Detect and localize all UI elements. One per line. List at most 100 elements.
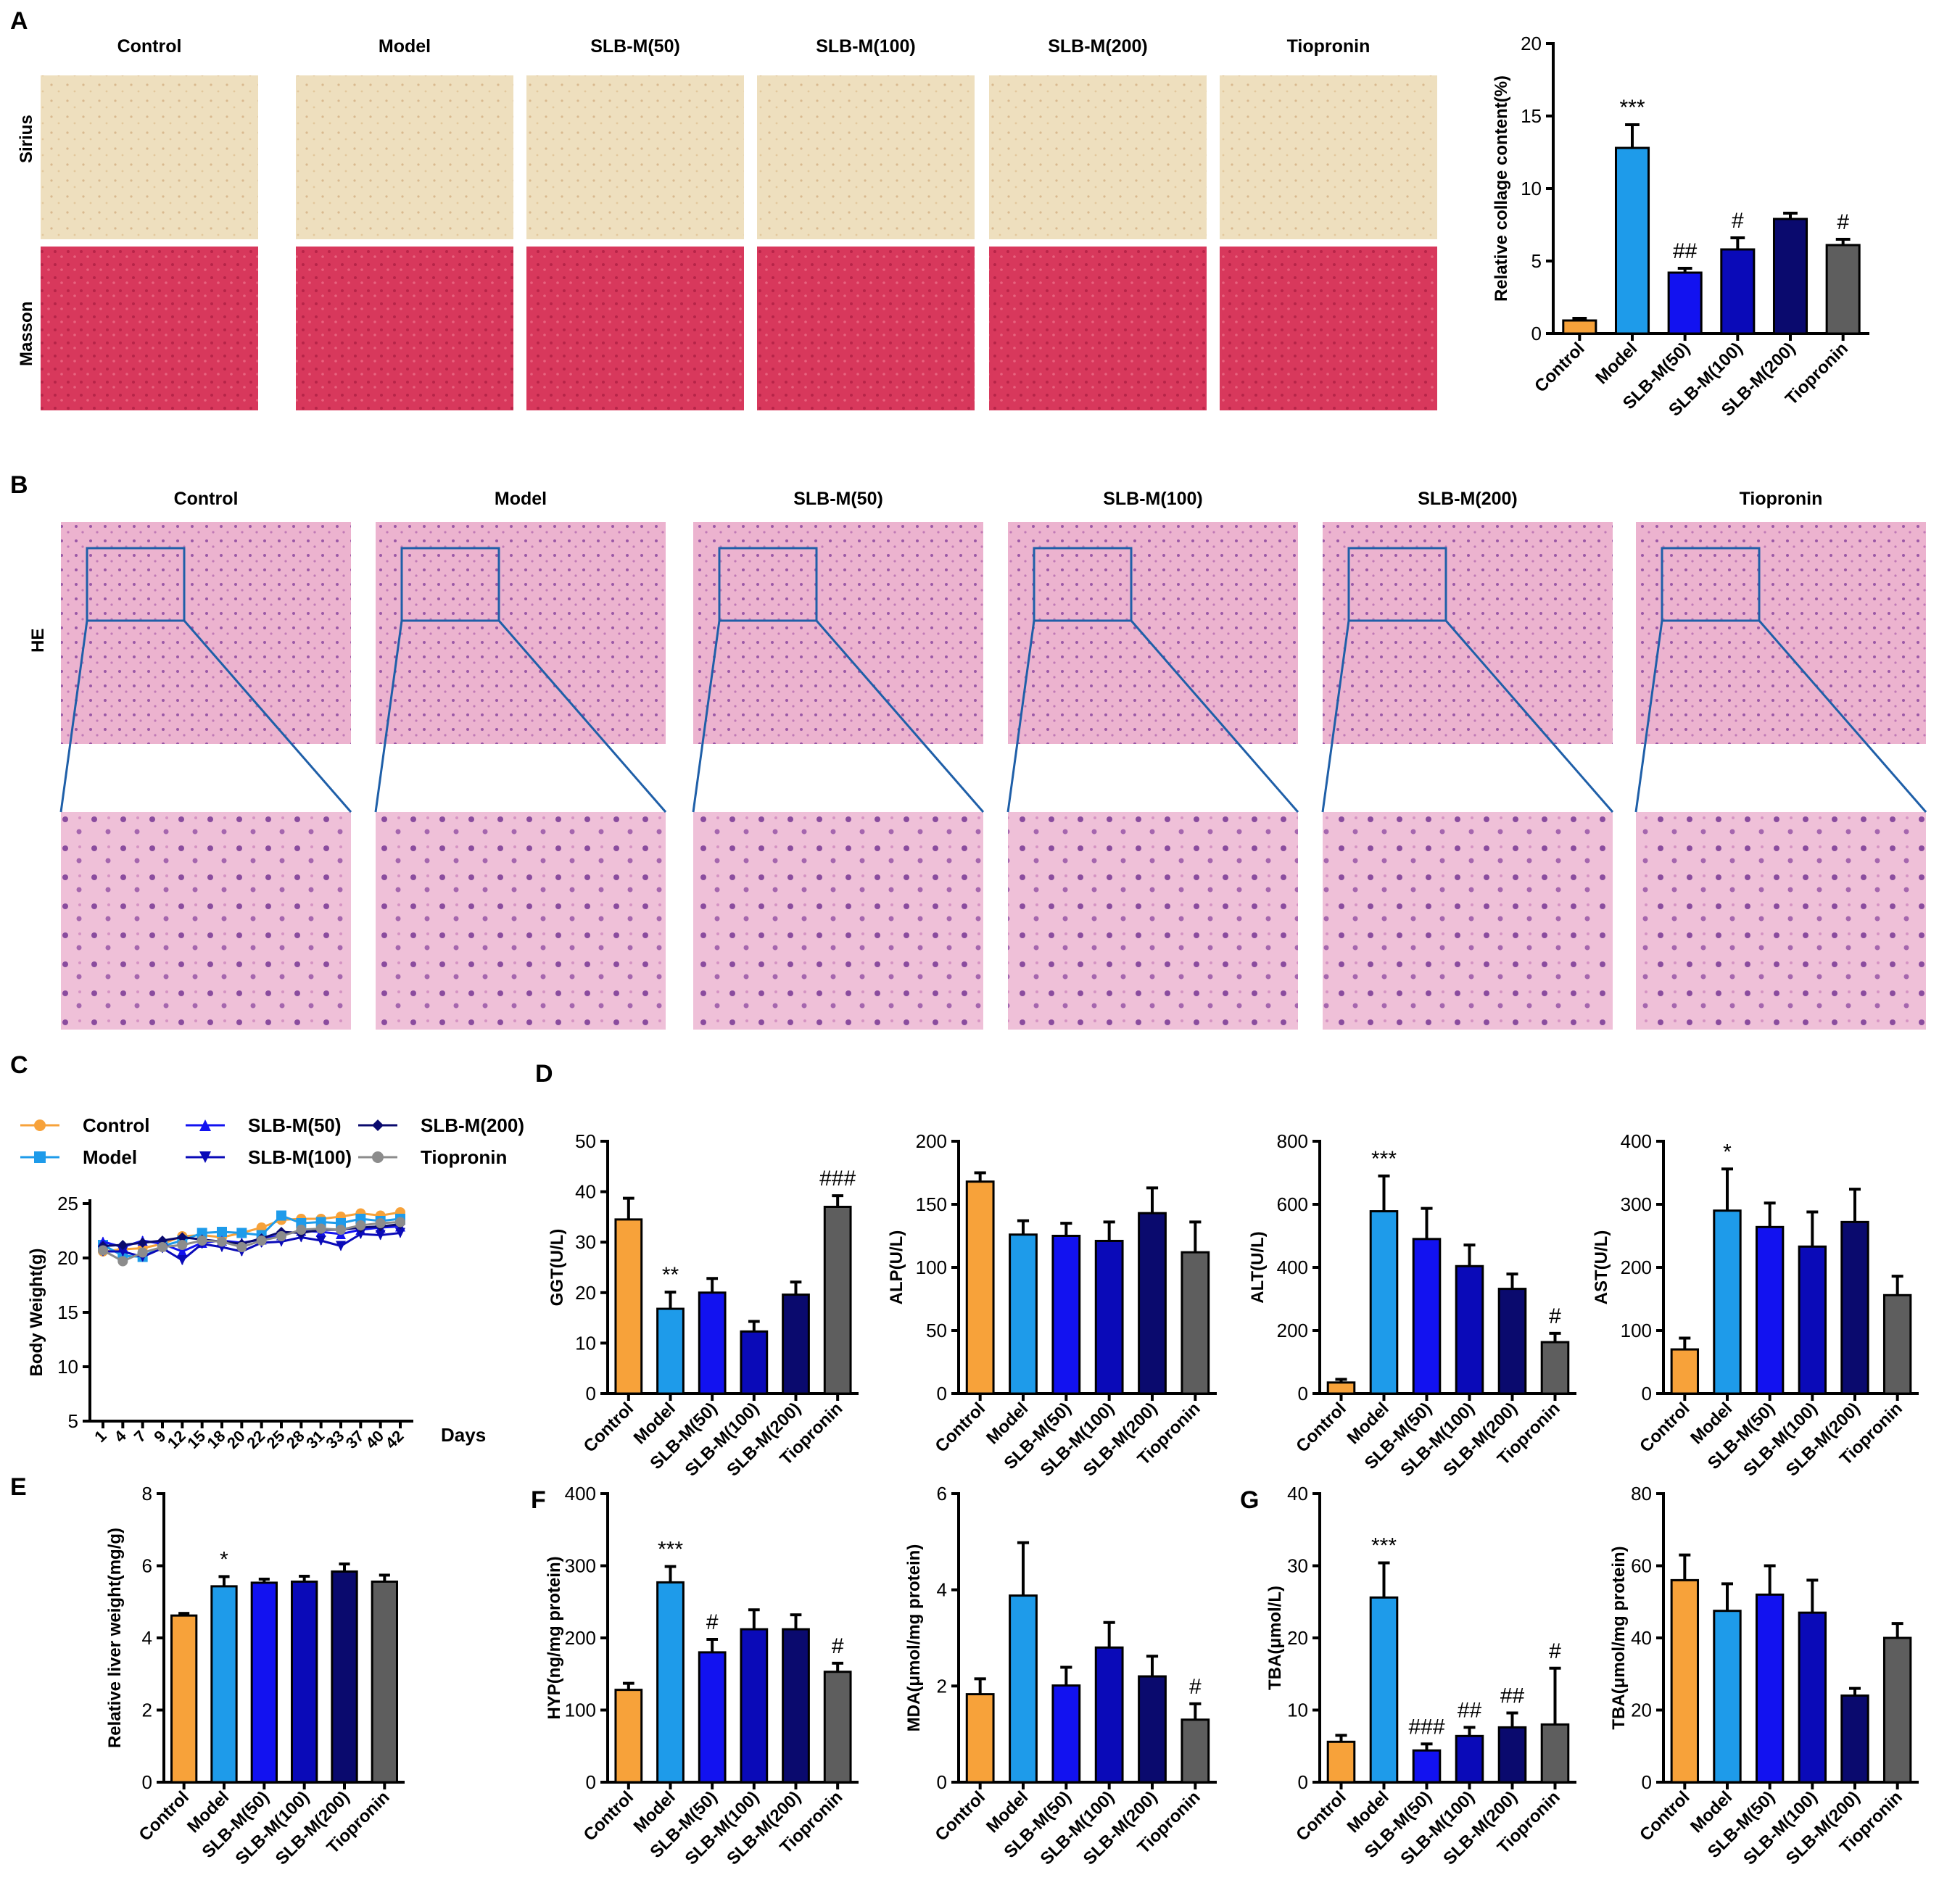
bar-tiopronin [823, 1205, 852, 1395]
y-tick-label: 100 [916, 1257, 947, 1278]
bar-tiopronin [1181, 1718, 1210, 1784]
y-tick-label: 20 [57, 1247, 78, 1269]
series-line-control [102, 1211, 401, 1253]
bar-slb-m-50 [1755, 1593, 1785, 1784]
y-tick-label: 0 [937, 1383, 947, 1404]
y-axis-label: HYP(ng/mg protein) [545, 1556, 564, 1719]
ggt-bar-chart: 01020304050GGT(U/L)Control**ModelSLB-M(5… [547, 1130, 859, 1481]
y-tick-label: 300 [565, 1555, 596, 1577]
significance-marker: # [1549, 1304, 1561, 1328]
point-tiopronin [217, 1236, 227, 1247]
bar-model [1009, 1233, 1038, 1395]
y-tick-label: 0 [1642, 1383, 1652, 1404]
y-tick-label: 200 [1277, 1320, 1308, 1341]
bar-slb-m-200 [1497, 1288, 1527, 1395]
point-tiopronin [336, 1225, 346, 1235]
point-model [236, 1228, 247, 1238]
y-tick-label: 0 [586, 1771, 596, 1793]
point-tiopronin [177, 1240, 188, 1250]
zoom-region-box [1347, 547, 1447, 622]
bar-slb-m-200 [1772, 218, 1808, 335]
y-tick-label: 6 [937, 1483, 947, 1504]
he-micrograph-tiopronin [1636, 522, 1926, 744]
point-model [217, 1227, 227, 1237]
x-tick-label-control: Control [1636, 1787, 1693, 1845]
x-tick-label-control: Control [931, 1787, 988, 1845]
he-zoom-micrograph-slb-m-50 [693, 812, 983, 1030]
y-tick-label: 400 [565, 1483, 596, 1504]
y-tick-label: 60 [1631, 1555, 1652, 1577]
significance-marker: # [1189, 1675, 1202, 1699]
bar-slb-m-100 [291, 1580, 318, 1784]
y-tick-label: 2 [142, 1700, 152, 1721]
bar-tiopronin [1540, 1723, 1570, 1784]
bar-control [965, 1693, 995, 1784]
y-axis-label: TBA(μmol/L) [1265, 1586, 1285, 1690]
bar-slb-m-100 [1094, 1646, 1124, 1784]
y-tick-label: 600 [1277, 1193, 1308, 1215]
bar-tiopronin [1882, 1636, 1912, 1784]
row-label-sirius: Sirius [17, 115, 36, 163]
zoom-connector-line [1758, 620, 1927, 813]
a-column-title-model: Model [379, 36, 431, 57]
zoom-connector-line [692, 620, 721, 813]
y-tick-label: 0 [1298, 1383, 1308, 1404]
bar-slb-m-50 [1412, 1749, 1442, 1784]
zoom-connector-line [815, 620, 985, 813]
bar-slb-m-100 [1798, 1245, 1827, 1395]
he-zoom-micrograph-slb-m-100 [1008, 812, 1298, 1030]
b-column-title-control: Control [174, 489, 239, 509]
panel-letter-b: B [10, 471, 28, 499]
y-axis-label: ALP(U/L) [887, 1230, 906, 1305]
b-column-title-model: Model [495, 489, 547, 509]
y-tick-label: 50 [926, 1320, 947, 1341]
point-slb-m-200 [137, 1238, 148, 1248]
row-label-masson: Masson [17, 302, 36, 366]
x-tick-label-model: Model [1592, 339, 1641, 388]
y-tick-label: 8 [142, 1483, 152, 1504]
point-slb-m-100 [117, 1246, 128, 1257]
panel-a-images: Sirius Masson Control Model SLB-M(50) SLB-M… [17, 36, 1437, 410]
panel-letter-a: A [10, 7, 28, 35]
y-tick-label: 0 [142, 1771, 152, 1793]
b-column-title-slb-m-50: SLB-M(50) [793, 489, 883, 509]
b-column-title-tiopronin: Tiopronin [1740, 489, 1823, 509]
point-slb-m-100 [395, 1228, 405, 1238]
zoom-region-box [400, 547, 500, 622]
point-model [276, 1210, 286, 1221]
bar-slb-m-200 [782, 1294, 810, 1395]
bar-slb-m-100 [1720, 248, 1756, 335]
bar-slb-m-50 [1051, 1684, 1081, 1784]
bar-slb-m-200 [1840, 1694, 1869, 1784]
y-tick-label: 200 [565, 1627, 596, 1649]
bar-tiopronin [1825, 244, 1861, 335]
bar-model [656, 1581, 685, 1784]
y-tick-label: 400 [1277, 1257, 1308, 1278]
bar-control [965, 1180, 995, 1395]
y-tick-label: 5 [68, 1410, 78, 1432]
bar-slb-m-100 [1455, 1264, 1484, 1395]
legend-label-slb-m-200: SLB-M(200) [421, 1114, 524, 1136]
x-tick-label-control: Control [931, 1399, 988, 1456]
bar-control [1326, 1381, 1356, 1395]
y-tick-label: 30 [1287, 1555, 1308, 1577]
bar-model [210, 1585, 238, 1784]
y-tick-label: 30 [575, 1231, 596, 1253]
point-tiopronin [117, 1256, 128, 1267]
point-tiopronin [157, 1242, 168, 1252]
row-label-he: HE [28, 629, 48, 653]
a-column-title-slb-m-100: SLB-M(100) [816, 36, 916, 57]
tba-serum-bar-chart: 010203040TBA(μmol/L)Control***Model###SL… [1265, 1483, 1576, 1869]
panel-letter-d: D [535, 1060, 553, 1088]
significance-marker: ## [1500, 1684, 1525, 1708]
bar-slb-m-50 [698, 1651, 727, 1784]
point-tiopronin [236, 1242, 247, 1252]
y-tick-label: 800 [1277, 1130, 1308, 1152]
alt-bar-chart: 0200400600800ALT(U/L)Control***ModelSLB-… [1248, 1130, 1576, 1481]
y-tick-label: 50 [575, 1130, 596, 1152]
legend-marker-slb-m-100 [199, 1151, 211, 1163]
significance-marker: *** [1371, 1147, 1397, 1171]
body-weight-legend: Control Model SLB-M(50) SLB-M(100) SLB-M(200… [20, 1114, 524, 1168]
bar-model [1369, 1210, 1399, 1395]
